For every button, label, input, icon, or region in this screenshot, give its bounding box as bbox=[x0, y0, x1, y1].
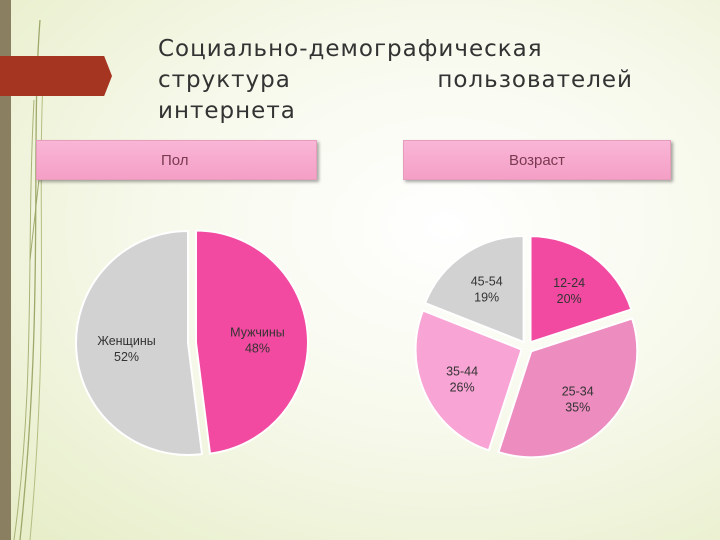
pie-slice-12-24 bbox=[529, 235, 633, 344]
pie-slice-45-54 bbox=[423, 235, 525, 344]
age-pie-chart: 12-24 20% 25-34 35% 35-44 26% 45-54 19% bbox=[414, 235, 639, 459]
accent-arrow bbox=[0, 56, 112, 96]
slice-label-25-34: 25-34 bbox=[562, 385, 594, 399]
slice-label-45-54: 45-54 bbox=[471, 275, 503, 289]
slice-label-женщины: Женщины bbox=[97, 334, 155, 348]
age-header: Возраст bbox=[403, 140, 671, 180]
left-accent-bar bbox=[0, 0, 11, 540]
page-title: Социально-демографическая структура поль… bbox=[158, 34, 633, 127]
slice-value-мужчины: 48% bbox=[245, 342, 270, 356]
slice-value-45-54: 19% bbox=[474, 291, 499, 305]
slice-label-12-24: 12-24 bbox=[553, 276, 585, 290]
slice-value-12-24: 20% bbox=[557, 292, 582, 306]
pie-slice-женщины bbox=[75, 229, 204, 456]
gender-header-label: Пол bbox=[161, 151, 189, 169]
slice-value-25-34: 35% bbox=[565, 401, 590, 415]
slice-value-женщины: 52% bbox=[114, 350, 139, 364]
title-line-1: Социально-демографическая bbox=[158, 36, 543, 62]
gender-pie-chart: Мужчины 48% Женщины 52% bbox=[75, 229, 309, 456]
slice-label-мужчины: Мужчины bbox=[230, 326, 285, 340]
pie-slice-мужчины bbox=[194, 229, 309, 455]
age-header-label: Возраст bbox=[508, 151, 566, 169]
title-line-2: структура пользователей bbox=[158, 67, 633, 93]
gender-header: Пол bbox=[36, 140, 317, 180]
slice-label-35-44: 35-44 bbox=[446, 365, 478, 379]
slice-value-35-44: 26% bbox=[450, 381, 475, 395]
pie-slice-35-44 bbox=[414, 309, 523, 452]
title-line-3: интернета bbox=[158, 98, 296, 124]
pie-slice-25-34 bbox=[497, 317, 639, 459]
